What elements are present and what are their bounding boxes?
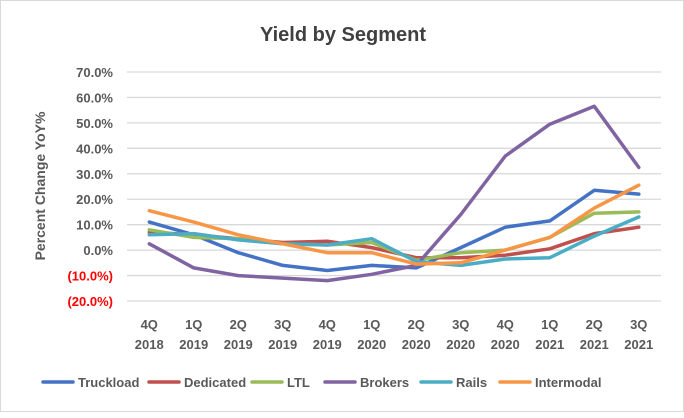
x-tick-label-year: 2020: [491, 337, 520, 352]
y-tick-label: 50.0%: [76, 116, 113, 131]
x-tick-label-year: 2021: [535, 337, 564, 352]
x-tick-label-quarter: 4Q: [497, 317, 514, 332]
x-tick-label-quarter: 3Q: [630, 317, 647, 332]
legend-label-rails: Rails: [456, 375, 487, 390]
y-tick-label: 30.0%: [76, 167, 113, 182]
series-line-truckload: [147, 188, 641, 273]
y-tick-label: 20.0%: [76, 192, 113, 207]
legend-label-brokers: Brokers: [360, 375, 409, 390]
y-tick-label: 0.0%: [83, 243, 113, 258]
chart-title: Yield by Segment: [260, 24, 426, 46]
x-tick-label-year: 2019: [224, 337, 253, 352]
x-tick-label-quarter: 2Q: [586, 317, 603, 332]
x-tick-label-year: 2019: [179, 337, 208, 352]
y-tick-label: 10.0%: [76, 218, 113, 233]
x-tick-label-year: 2019: [313, 337, 342, 352]
series-line-rails: [147, 215, 641, 268]
legend-label-truckload: Truckload: [78, 375, 139, 390]
x-tick-label-quarter: 1Q: [363, 317, 380, 332]
x-tick-label-quarter: 3Q: [274, 317, 291, 332]
x-tick-label-year: 2020: [402, 337, 431, 352]
x-tick-label-quarter: 4Q: [141, 317, 158, 332]
x-tick-label-quarter: 4Q: [319, 317, 336, 332]
x-tick-label-year: 2018: [135, 337, 164, 352]
legend-label-intermodal: Intermodal: [535, 375, 601, 390]
x-tick-label-year: 2019: [268, 337, 297, 352]
y-tick-label: (20.0%): [67, 294, 113, 309]
x-tick-label-quarter: 3Q: [452, 317, 469, 332]
series-line-intermodal: [147, 183, 641, 266]
y-tick-label: 60.0%: [76, 90, 113, 105]
legend-label-ltl: LTL: [287, 375, 310, 390]
x-tick-label-year: 2021: [580, 337, 609, 352]
x-tick-label-quarter: 2Q: [230, 317, 247, 332]
x-tick-label-year: 2020: [357, 337, 386, 352]
y-tick-label: 40.0%: [76, 141, 113, 156]
x-tick-label-year: 2020: [446, 337, 475, 352]
x-tick-label-quarter: 1Q: [185, 317, 202, 332]
x-tick-label-year: 2021: [624, 337, 653, 352]
x-tick-label-quarter: 1Q: [541, 317, 558, 332]
y-tick-label: 70.0%: [76, 65, 113, 80]
series-line-brokers: [147, 104, 641, 283]
x-tick-label-quarter: 2Q: [408, 317, 425, 332]
y-axis-label: Percent Change YoY%: [32, 111, 48, 260]
legend-label-dedicated: Dedicated: [184, 375, 246, 390]
y-tick-label: (10.0%): [67, 269, 113, 284]
